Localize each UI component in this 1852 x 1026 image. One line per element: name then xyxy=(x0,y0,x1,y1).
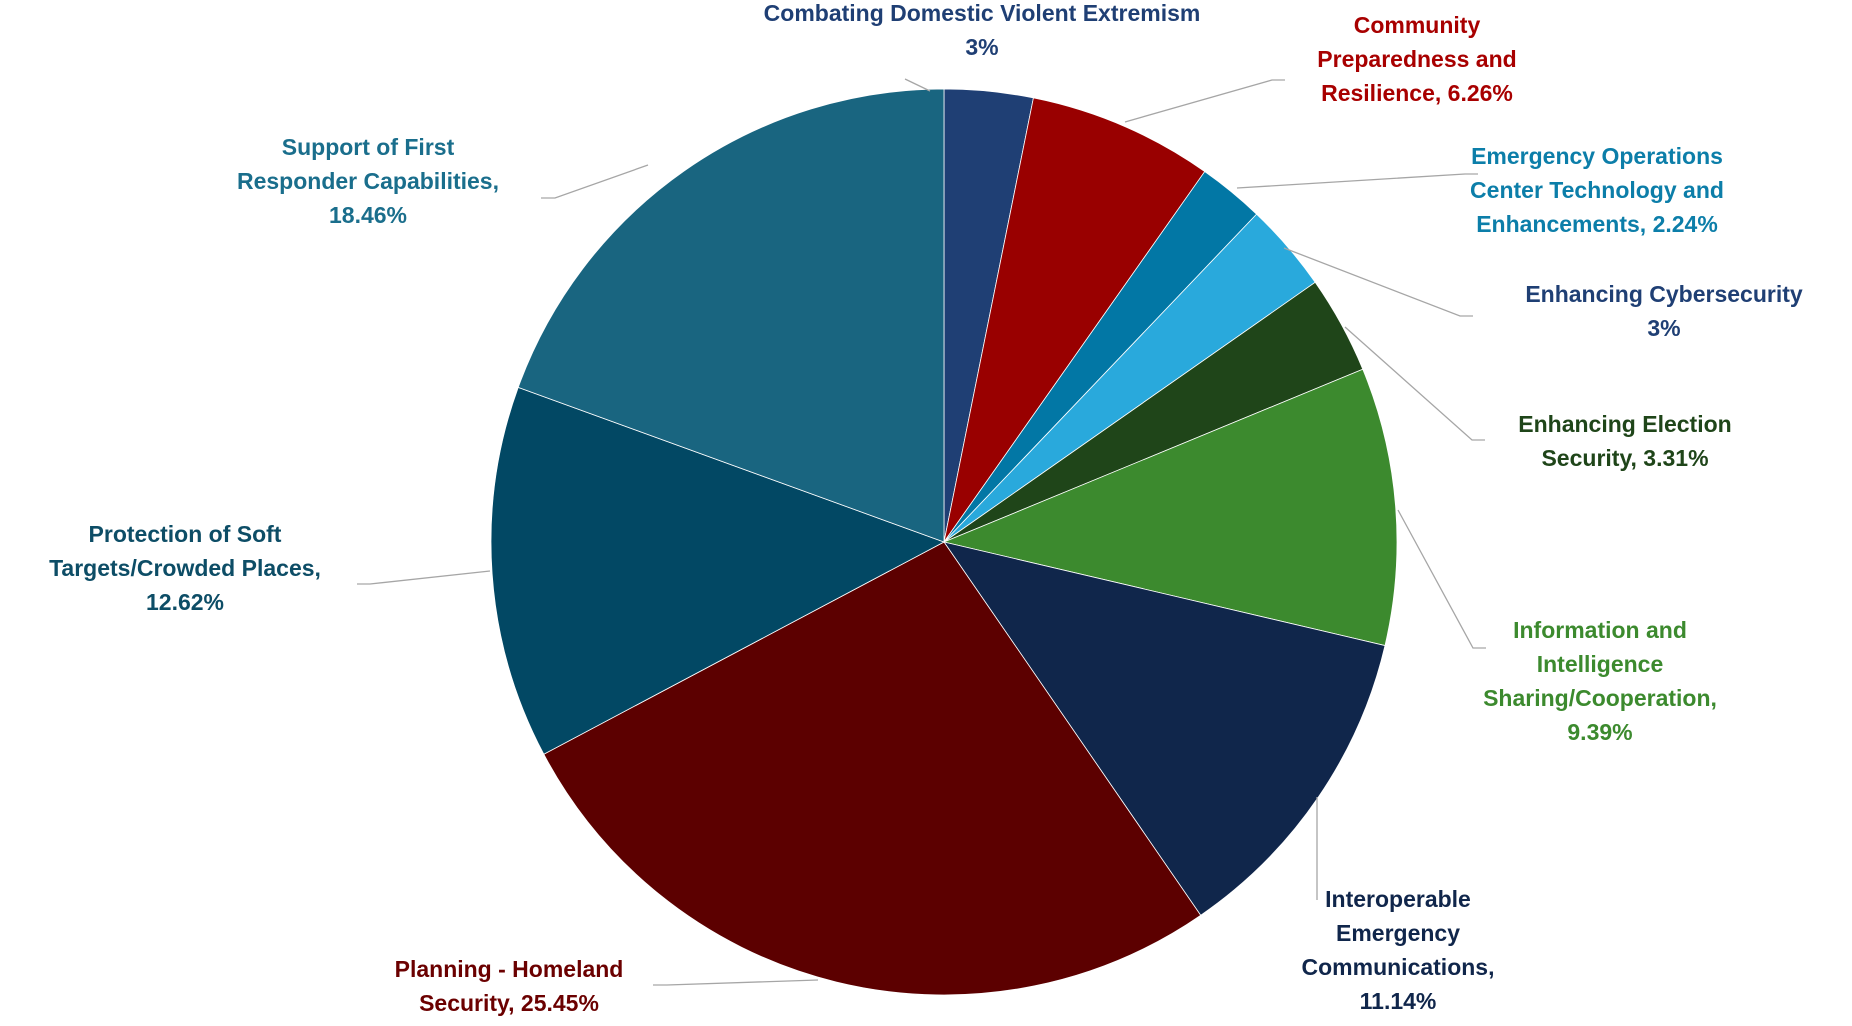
slice-label-line: 3% xyxy=(1647,315,1680,341)
slice-label-line: Security, 3.31% xyxy=(1541,445,1708,471)
slice-label-line: Resilience, 6.26% xyxy=(1321,80,1513,106)
leader-line xyxy=(357,570,491,585)
slice-label-line: Support of First xyxy=(282,134,455,160)
slice-label-line: 11.14% xyxy=(1360,988,1437,1014)
pie-slice xyxy=(490,386,945,755)
leader-line xyxy=(1236,173,1478,189)
slice-label-line: Preparedness and xyxy=(1317,46,1516,72)
leader-lines xyxy=(357,78,1486,986)
leader-line xyxy=(1344,326,1485,441)
slice-label-line: 3% xyxy=(965,34,998,60)
slice-label-line: Information and xyxy=(1513,617,1687,643)
slice-label: Community Preparedness and Resilience, 6.2… xyxy=(1317,12,1516,106)
slice-label-line: Interoperable xyxy=(1325,886,1471,912)
slice-label: Emergency Operations Center Technology an… xyxy=(1470,143,1724,237)
slice-label-line: 18.46% xyxy=(329,202,407,228)
slice-label-line: Emergency Operations xyxy=(1471,143,1723,169)
slice-label-line: Center Technology and xyxy=(1470,177,1724,203)
slice-label-line: 12.62% xyxy=(146,589,224,615)
pie-slice xyxy=(943,541,1386,916)
slice-label-line: Planning - Homeland xyxy=(395,956,624,982)
leader-line xyxy=(541,164,649,199)
leader-line xyxy=(1124,79,1285,123)
pie-slices xyxy=(490,88,1398,996)
leader-line xyxy=(653,979,819,986)
slice-label-line: Emergency xyxy=(1336,920,1460,946)
slice-label-line: Enhancements, 2.24% xyxy=(1476,211,1718,237)
slice-label: Support of First Responder Capabilities, 1… xyxy=(237,134,499,228)
slice-label-line: Security, 25.45% xyxy=(419,990,599,1016)
slice-labels: Combating Domestic Violent Extremism 3%Co… xyxy=(49,0,1803,1016)
pie-slice xyxy=(942,368,1398,647)
pie-slice xyxy=(543,541,1202,996)
slice-label-line: Targets/Crowded Places, xyxy=(49,555,321,581)
slice-label-line: Intelligence xyxy=(1537,651,1664,677)
slice-label-line: Protection of Soft xyxy=(89,521,282,547)
slice-label: Protection of Soft Targets/Crowded Places… xyxy=(49,521,321,615)
leader-line xyxy=(1397,509,1486,649)
slice-label-line: Combating Domestic Violent Extremism xyxy=(764,0,1201,26)
pie-slice xyxy=(517,88,945,543)
slice-label: Enhancing Election Security, 3.31% xyxy=(1518,411,1731,471)
slice-label-line: 9.39% xyxy=(1567,719,1632,745)
slice-label: Interoperable Emergency Communications, 11.… xyxy=(1302,886,1495,1014)
slice-label: Planning - Homeland Security, 25.45% xyxy=(395,956,624,1016)
slice-label: Information and Intelligence Sharing/Coope… xyxy=(1483,617,1717,745)
slice-label: Enhancing Cybersecurity 3% xyxy=(1525,281,1803,341)
slice-label-line: Community xyxy=(1354,12,1481,38)
leader-line xyxy=(1283,247,1473,317)
slice-label: Combating Domestic Violent Extremism 3% xyxy=(764,0,1201,60)
slice-label-line: Communications, xyxy=(1302,954,1495,980)
slice-label-line: Enhancing Cybersecurity xyxy=(1525,281,1803,307)
slice-label-line: Enhancing Election xyxy=(1518,411,1731,437)
pie-slice xyxy=(943,97,1206,543)
slice-label-line: Sharing/Cooperation, xyxy=(1483,685,1717,711)
slice-label-line: Responder Capabilities, xyxy=(237,168,499,194)
leader-line xyxy=(904,78,931,92)
